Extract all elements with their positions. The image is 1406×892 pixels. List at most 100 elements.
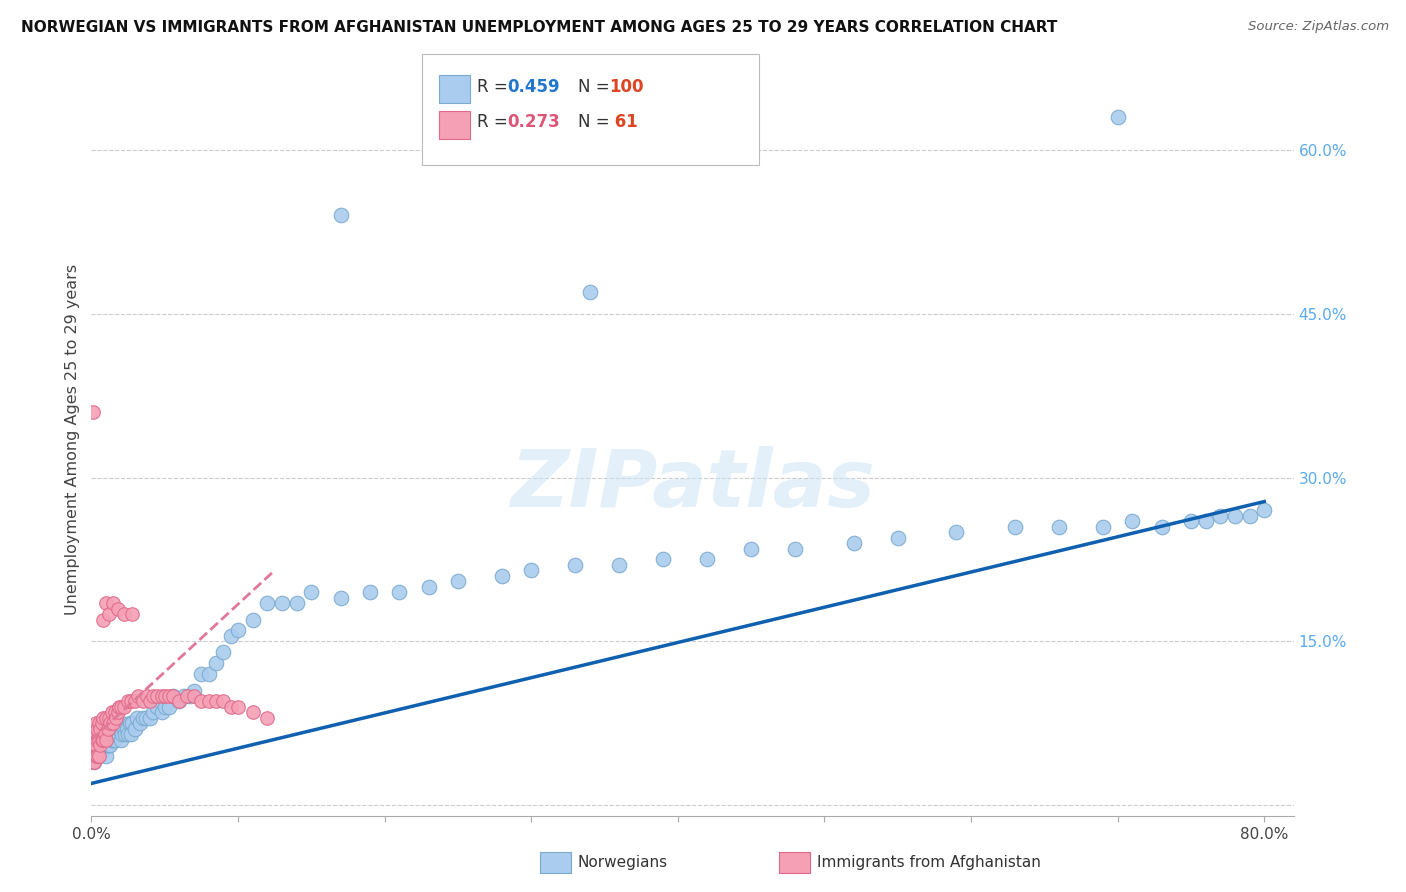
Point bbox=[93, 738, 115, 752]
Point bbox=[447, 574, 470, 589]
Point bbox=[100, 716, 122, 731]
Point bbox=[183, 683, 205, 698]
Point bbox=[82, 405, 104, 419]
Point bbox=[107, 727, 129, 741]
Point bbox=[91, 711, 114, 725]
Text: Norwegians: Norwegians bbox=[578, 855, 668, 870]
Point bbox=[1121, 514, 1143, 528]
Point bbox=[1239, 508, 1261, 523]
Point bbox=[104, 732, 127, 747]
Point bbox=[131, 694, 153, 708]
Point bbox=[176, 689, 198, 703]
Point bbox=[114, 727, 136, 741]
Point bbox=[87, 749, 110, 764]
Point bbox=[121, 607, 143, 621]
Point bbox=[96, 738, 118, 752]
Point bbox=[84, 744, 107, 758]
Point bbox=[96, 722, 118, 736]
Point bbox=[96, 727, 118, 741]
Point bbox=[91, 732, 114, 747]
Point bbox=[83, 738, 105, 752]
Point bbox=[98, 607, 121, 621]
Point bbox=[256, 711, 278, 725]
Text: 61: 61 bbox=[609, 113, 637, 131]
Point bbox=[388, 585, 411, 599]
Point bbox=[1223, 508, 1246, 523]
Point bbox=[84, 738, 107, 752]
Point bbox=[87, 738, 110, 752]
Point bbox=[242, 613, 264, 627]
Point bbox=[103, 716, 125, 731]
Point bbox=[842, 536, 865, 550]
Point bbox=[491, 569, 513, 583]
Point bbox=[86, 727, 108, 741]
Point bbox=[105, 711, 128, 725]
Point bbox=[136, 689, 159, 703]
Point bbox=[329, 591, 352, 605]
Point bbox=[783, 541, 806, 556]
Point bbox=[179, 689, 201, 703]
Text: NORWEGIAN VS IMMIGRANTS FROM AFGHANISTAN UNEMPLOYMENT AMONG AGES 25 TO 29 YEARS : NORWEGIAN VS IMMIGRANTS FROM AFGHANISTAN… bbox=[21, 20, 1057, 35]
Point bbox=[89, 738, 111, 752]
Point bbox=[190, 694, 212, 708]
Point bbox=[110, 716, 132, 731]
Point bbox=[107, 706, 129, 720]
Point bbox=[89, 722, 111, 736]
Point bbox=[139, 711, 162, 725]
Point bbox=[94, 738, 117, 752]
Point bbox=[579, 285, 602, 299]
Point bbox=[90, 744, 112, 758]
Point bbox=[104, 706, 127, 720]
Point bbox=[91, 613, 114, 627]
Point bbox=[607, 558, 630, 572]
Point bbox=[86, 722, 108, 736]
Point bbox=[157, 689, 180, 703]
Point bbox=[153, 700, 176, 714]
Point bbox=[226, 624, 249, 638]
Point bbox=[219, 700, 242, 714]
Point bbox=[162, 689, 184, 703]
Point bbox=[90, 732, 112, 747]
Point bbox=[271, 596, 294, 610]
Point bbox=[256, 596, 278, 610]
Point bbox=[1209, 508, 1232, 523]
Point bbox=[146, 689, 169, 703]
Point bbox=[83, 722, 105, 736]
Point bbox=[212, 645, 235, 659]
Point bbox=[83, 732, 105, 747]
Point bbox=[226, 700, 249, 714]
Point bbox=[652, 552, 675, 566]
Point bbox=[107, 601, 129, 615]
Point bbox=[162, 689, 184, 703]
Point bbox=[696, 552, 718, 566]
Point bbox=[142, 706, 165, 720]
Point bbox=[115, 722, 138, 736]
Point bbox=[146, 700, 169, 714]
Point bbox=[886, 531, 908, 545]
Point bbox=[205, 657, 228, 671]
Point bbox=[94, 749, 117, 764]
Point bbox=[418, 580, 440, 594]
Y-axis label: Unemployment Among Ages 25 to 29 years: Unemployment Among Ages 25 to 29 years bbox=[65, 264, 80, 615]
Point bbox=[150, 689, 173, 703]
Point bbox=[84, 716, 107, 731]
Point bbox=[120, 727, 142, 741]
Point bbox=[84, 727, 107, 741]
Point bbox=[84, 749, 107, 764]
Point bbox=[212, 694, 235, 708]
Text: 100: 100 bbox=[609, 78, 644, 95]
Point bbox=[103, 716, 125, 731]
Point bbox=[86, 732, 108, 747]
Point bbox=[157, 700, 180, 714]
Point bbox=[329, 208, 352, 222]
Point bbox=[94, 732, 117, 747]
Text: N =: N = bbox=[578, 78, 614, 95]
Point bbox=[94, 596, 117, 610]
Point bbox=[104, 716, 127, 731]
Point bbox=[94, 711, 117, 725]
Text: N =: N = bbox=[578, 113, 614, 131]
Point bbox=[183, 689, 205, 703]
Point bbox=[117, 694, 139, 708]
Point bbox=[219, 629, 242, 643]
Point bbox=[242, 706, 264, 720]
